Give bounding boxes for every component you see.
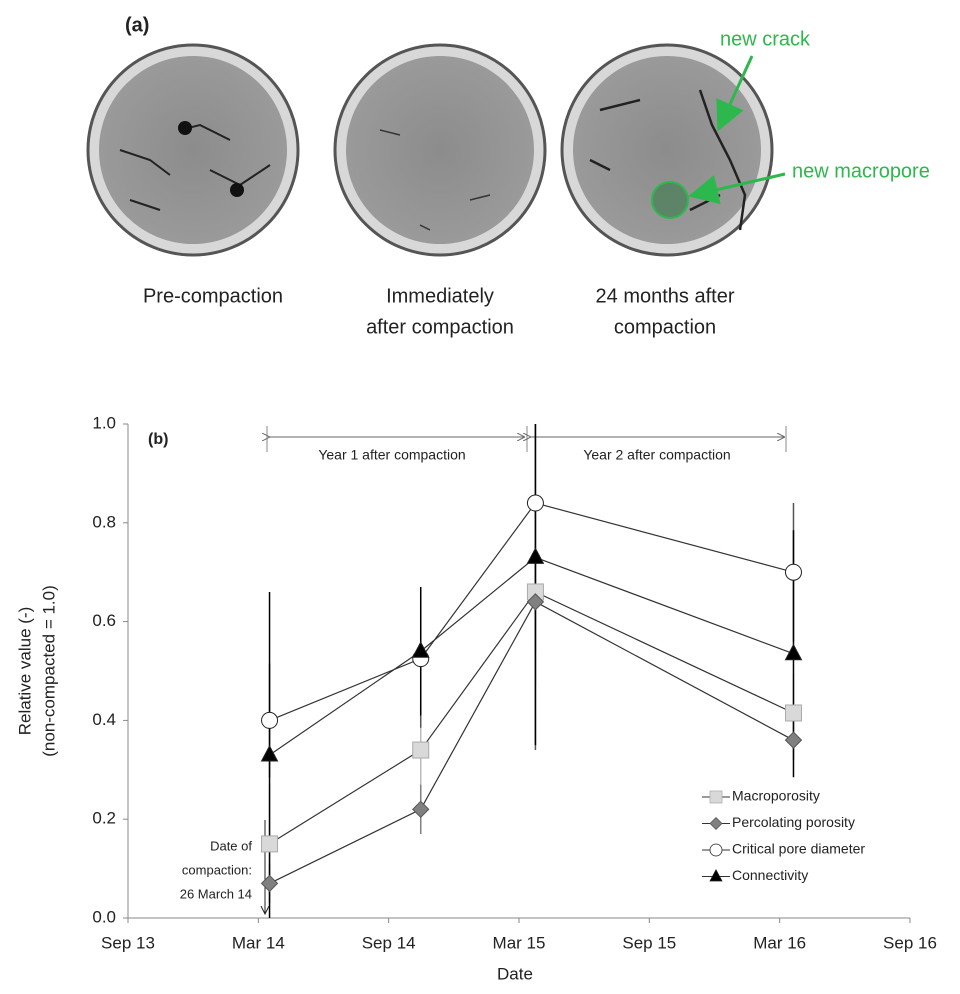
pore bbox=[230, 183, 244, 197]
x-tick-label: Sep 13 bbox=[101, 933, 155, 952]
y-tick-label: 0.4 bbox=[92, 710, 116, 729]
marker bbox=[784, 731, 803, 749]
y-tick-label: 0.0 bbox=[92, 907, 116, 926]
series-line bbox=[269, 591, 794, 845]
marker bbox=[260, 874, 279, 893]
scan-images bbox=[86, 43, 786, 257]
caption: 24 months after bbox=[596, 285, 735, 307]
legend-marker bbox=[709, 816, 723, 831]
scan bbox=[346, 56, 534, 244]
marker bbox=[412, 741, 430, 759]
series-line bbox=[269, 601, 794, 884]
x-tick-label: Sep 14 bbox=[362, 933, 416, 952]
marker bbox=[784, 643, 803, 661]
y-tick-label: 0.2 bbox=[92, 809, 116, 828]
crack bbox=[589, 89, 747, 231]
marker bbox=[784, 563, 802, 581]
panel-label: (b) bbox=[148, 431, 168, 448]
panel-label: (a) bbox=[125, 14, 149, 36]
x-tick-label: Mar 16 bbox=[753, 933, 806, 952]
y-tick-label: 0.8 bbox=[92, 512, 116, 531]
pore bbox=[178, 121, 192, 135]
arrow bbox=[716, 55, 754, 132]
x-tick-label: Sep 15 bbox=[622, 933, 676, 952]
y-tick-label: 1.0 bbox=[92, 413, 116, 432]
annotation: Date of bbox=[210, 838, 252, 853]
caption: Pre-compaction bbox=[143, 285, 283, 307]
series-line bbox=[269, 556, 794, 756]
marker bbox=[526, 494, 544, 512]
x-axis-label: Date bbox=[497, 964, 533, 983]
marker bbox=[526, 593, 545, 611]
annotation: Year 1 after compaction bbox=[318, 447, 465, 463]
legend-marker bbox=[709, 843, 723, 857]
y-axis-label: (non-compacted = 1.0) bbox=[39, 585, 58, 757]
legend-label: Connectivity bbox=[732, 867, 808, 883]
annotation: compaction: bbox=[182, 862, 252, 877]
pores bbox=[379, 129, 491, 231]
x-tick-label: Mar 14 bbox=[232, 933, 285, 952]
marker bbox=[411, 641, 430, 658]
marker bbox=[526, 547, 545, 564]
y-tick-label: 0.6 bbox=[92, 611, 116, 630]
legend-label: Percolating porosity bbox=[732, 814, 855, 830]
series-line bbox=[269, 502, 794, 721]
period-brackets bbox=[267, 426, 787, 452]
legend-label: Macroporosity bbox=[732, 788, 820, 804]
pores bbox=[119, 123, 271, 211]
arrow bbox=[688, 172, 786, 205]
marker bbox=[261, 835, 279, 853]
caption: after compaction bbox=[366, 316, 514, 338]
marker bbox=[784, 704, 802, 722]
scan bbox=[99, 56, 287, 244]
legend-marker bbox=[709, 790, 723, 804]
compaction-note: Date of compaction: 26 March 14 bbox=[180, 838, 253, 901]
annotation: new crack bbox=[720, 28, 811, 50]
legend-label: Critical pore diameter bbox=[732, 841, 865, 857]
annotation: 26 March 14 bbox=[180, 886, 252, 901]
marker bbox=[261, 711, 279, 729]
y-axis-label: Relative value (-) bbox=[15, 607, 34, 736]
captions: Pre-compaction Immediately after compact… bbox=[143, 285, 735, 338]
annotation: Year 2 after compaction bbox=[583, 447, 730, 463]
marker bbox=[412, 800, 430, 819]
caption: compaction bbox=[614, 316, 716, 338]
macropore-highlight bbox=[651, 181, 689, 219]
caption: Immediately bbox=[386, 285, 494, 307]
x-tick-label: Sep 16 bbox=[883, 933, 937, 952]
plot bbox=[260, 424, 803, 918]
x-tick-label: Mar 15 bbox=[493, 933, 546, 952]
legend-marker bbox=[709, 868, 723, 882]
annotation: new macropore bbox=[792, 160, 930, 182]
marker bbox=[260, 744, 279, 762]
